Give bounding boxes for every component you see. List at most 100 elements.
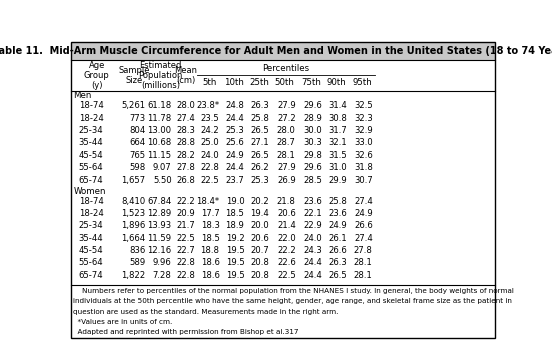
Text: 31.0: 31.0 bbox=[328, 163, 347, 172]
Text: 22.5: 22.5 bbox=[177, 234, 195, 243]
Text: Estimated
Population
(millions): Estimated Population (millions) bbox=[139, 61, 183, 90]
Text: 22.7: 22.7 bbox=[177, 246, 195, 255]
Text: 5.50: 5.50 bbox=[153, 176, 172, 185]
Text: 24.2: 24.2 bbox=[201, 126, 220, 135]
Text: 24.9: 24.9 bbox=[354, 209, 373, 218]
Text: 18.4*: 18.4* bbox=[197, 196, 220, 206]
Text: 765: 765 bbox=[129, 151, 145, 160]
Text: 26.3: 26.3 bbox=[251, 102, 269, 110]
Text: 29.6: 29.6 bbox=[304, 163, 322, 172]
Text: 22.5: 22.5 bbox=[201, 176, 220, 185]
Text: 19.5: 19.5 bbox=[226, 258, 245, 267]
Text: 27.9: 27.9 bbox=[277, 102, 296, 110]
Text: 25.8: 25.8 bbox=[251, 114, 269, 123]
Text: Percentiles: Percentiles bbox=[263, 64, 310, 73]
Text: 18.5: 18.5 bbox=[201, 234, 220, 243]
Text: 12.89: 12.89 bbox=[147, 209, 172, 218]
Text: 22.8: 22.8 bbox=[201, 163, 220, 172]
Text: 26.1: 26.1 bbox=[328, 234, 347, 243]
Text: 19.5: 19.5 bbox=[226, 271, 245, 280]
Text: 28.2: 28.2 bbox=[176, 151, 195, 160]
Text: 12.16: 12.16 bbox=[147, 246, 172, 255]
Text: 23.5: 23.5 bbox=[201, 114, 220, 123]
Text: 29.6: 29.6 bbox=[304, 102, 322, 110]
Text: 25.3: 25.3 bbox=[226, 126, 245, 135]
Text: 22.6: 22.6 bbox=[277, 258, 296, 267]
Text: 24.3: 24.3 bbox=[304, 246, 322, 255]
Text: 55-64: 55-64 bbox=[79, 258, 103, 267]
Text: 22.1: 22.1 bbox=[304, 209, 322, 218]
Text: 22.8: 22.8 bbox=[176, 271, 195, 280]
Text: 22.9: 22.9 bbox=[304, 221, 322, 230]
Text: 773: 773 bbox=[129, 114, 145, 123]
Text: 1,822: 1,822 bbox=[121, 271, 145, 280]
Text: 28.7: 28.7 bbox=[277, 139, 296, 148]
Text: 25-34: 25-34 bbox=[79, 221, 103, 230]
Text: 598: 598 bbox=[129, 163, 145, 172]
Text: 32.3: 32.3 bbox=[354, 114, 373, 123]
Text: 30.8: 30.8 bbox=[328, 114, 347, 123]
Text: 1,896: 1,896 bbox=[121, 221, 145, 230]
Text: 20.8: 20.8 bbox=[251, 271, 269, 280]
Text: 21.4: 21.4 bbox=[277, 221, 296, 230]
Text: 35-44: 35-44 bbox=[79, 139, 103, 148]
Text: 18-24: 18-24 bbox=[79, 209, 104, 218]
Text: 24.4: 24.4 bbox=[226, 163, 245, 172]
Text: 27.9: 27.9 bbox=[277, 163, 296, 172]
Text: 1,664: 1,664 bbox=[121, 234, 145, 243]
Text: 13.93: 13.93 bbox=[147, 221, 172, 230]
Text: 24.4: 24.4 bbox=[226, 114, 245, 123]
Text: 45-54: 45-54 bbox=[79, 246, 103, 255]
Text: 18.3: 18.3 bbox=[201, 221, 220, 230]
Text: 20.0: 20.0 bbox=[251, 221, 269, 230]
Text: 31.7: 31.7 bbox=[328, 126, 347, 135]
Text: 24.9: 24.9 bbox=[328, 221, 347, 230]
Text: 11.15: 11.15 bbox=[147, 151, 172, 160]
Text: 836: 836 bbox=[129, 246, 145, 255]
Text: 21.8: 21.8 bbox=[277, 196, 296, 206]
Text: individuals at the 50th percentile who have the same height, gender, age range, : individuals at the 50th percentile who h… bbox=[73, 298, 512, 304]
Text: 29.8: 29.8 bbox=[304, 151, 322, 160]
Text: 8,410: 8,410 bbox=[121, 196, 145, 206]
Text: 28.1: 28.1 bbox=[354, 271, 373, 280]
Text: 1,657: 1,657 bbox=[121, 176, 145, 185]
Text: 65-74: 65-74 bbox=[79, 176, 103, 185]
Text: 50th: 50th bbox=[275, 78, 295, 87]
Text: 32.5: 32.5 bbox=[354, 102, 373, 110]
Text: 25.3: 25.3 bbox=[251, 176, 269, 185]
Text: 26.6: 26.6 bbox=[354, 221, 373, 230]
Text: 24.0: 24.0 bbox=[201, 151, 220, 160]
Text: 17.7: 17.7 bbox=[201, 209, 220, 218]
Text: 28.0: 28.0 bbox=[277, 126, 296, 135]
Text: 22.2: 22.2 bbox=[177, 196, 195, 206]
Text: 25.0: 25.0 bbox=[201, 139, 220, 148]
Text: 22.2: 22.2 bbox=[277, 246, 296, 255]
Text: 18.8: 18.8 bbox=[200, 246, 220, 255]
Text: Table 11.  Mid-Arm Muscle Circumference for Adult Men and Women in the United St: Table 11. Mid-Arm Muscle Circumference f… bbox=[0, 46, 552, 56]
Text: 1,523: 1,523 bbox=[121, 209, 145, 218]
Text: 32.6: 32.6 bbox=[354, 151, 373, 160]
Text: 20.8: 20.8 bbox=[251, 258, 269, 267]
Text: 24.0: 24.0 bbox=[304, 234, 322, 243]
Text: 23.8*: 23.8* bbox=[197, 102, 220, 110]
Text: 19.5: 19.5 bbox=[226, 246, 245, 255]
Text: 18-74: 18-74 bbox=[79, 196, 104, 206]
Text: 45-54: 45-54 bbox=[79, 151, 103, 160]
Text: Sample
Size: Sample Size bbox=[119, 66, 150, 85]
Text: Numbers refer to percentiles of the normal population from the NHANES I study. I: Numbers refer to percentiles of the norm… bbox=[73, 288, 514, 294]
Text: 27.2: 27.2 bbox=[277, 114, 296, 123]
Text: 27.8: 27.8 bbox=[354, 246, 373, 255]
Text: 20.9: 20.9 bbox=[177, 209, 195, 218]
Text: 7.28: 7.28 bbox=[153, 271, 172, 280]
Text: 19.4: 19.4 bbox=[251, 209, 269, 218]
Text: 25.8: 25.8 bbox=[328, 196, 347, 206]
Text: 5,261: 5,261 bbox=[121, 102, 145, 110]
Text: 95th: 95th bbox=[352, 78, 372, 87]
Text: 33.0: 33.0 bbox=[354, 139, 373, 148]
Text: 18.6: 18.6 bbox=[201, 258, 220, 267]
Text: 18.6: 18.6 bbox=[201, 271, 220, 280]
Text: 28.5: 28.5 bbox=[304, 176, 322, 185]
Text: 30.0: 30.0 bbox=[304, 126, 322, 135]
Text: 20.6: 20.6 bbox=[251, 234, 269, 243]
Text: 5th: 5th bbox=[203, 78, 217, 87]
